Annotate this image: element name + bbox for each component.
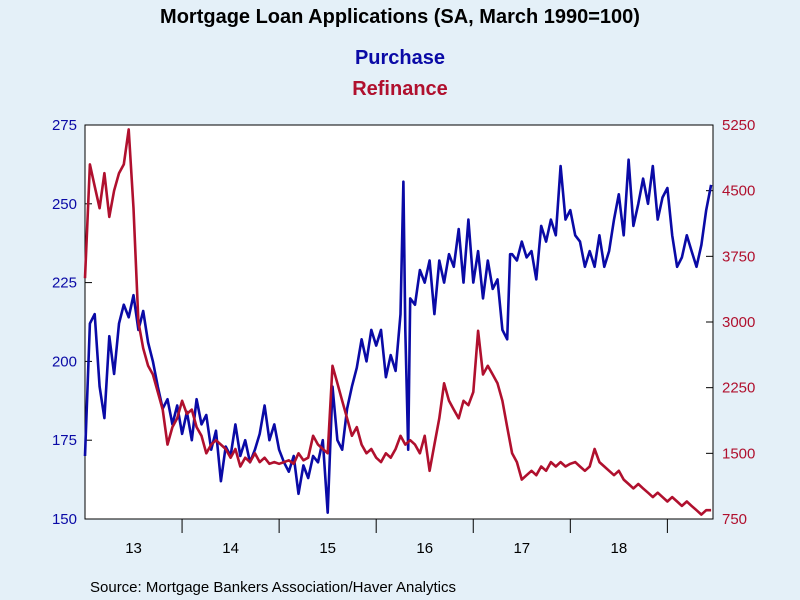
right-tick-label: 4500 (722, 183, 755, 200)
left-tick-label: 175 (52, 432, 77, 449)
right-tick-label: 5250 (722, 117, 755, 134)
axes: 150 175 200 225 250 275 750 1500 2250 3000 3750 450… (52, 117, 755, 557)
right-tick-label: 2250 (722, 380, 755, 397)
left-tick-label: 225 (52, 275, 77, 292)
left-tick-label: 200 (52, 353, 77, 370)
x-tick-label: 13 (125, 540, 142, 557)
right-tick-label: 3750 (722, 248, 755, 265)
series-layer (83, 128, 713, 516)
x-tick-label: 18 (611, 540, 628, 557)
x-tick-label: 17 (513, 540, 530, 557)
right-tick-label: 1500 (722, 445, 755, 462)
right-tick-label: 3000 (722, 314, 755, 331)
x-tick-label: 14 (222, 540, 239, 557)
left-tick-label: 250 (52, 196, 77, 213)
source-note: Source: Mortgage Bankers Association/Hav… (90, 579, 456, 596)
series-line-purchase (83, 158, 713, 514)
x-tick-label: 15 (319, 540, 336, 557)
chart-title: Mortgage Loan Applications (SA, March 19… (160, 6, 640, 28)
legend-refinance: Refinance (352, 78, 448, 100)
left-tick-label: 275 (52, 117, 77, 134)
x-tick-label: 16 (416, 540, 433, 557)
legend-purchase: Purchase (355, 47, 445, 69)
right-tick-label: 750 (722, 511, 747, 528)
series-line-refinance (83, 128, 712, 516)
left-tick-label: 150 (52, 511, 77, 528)
